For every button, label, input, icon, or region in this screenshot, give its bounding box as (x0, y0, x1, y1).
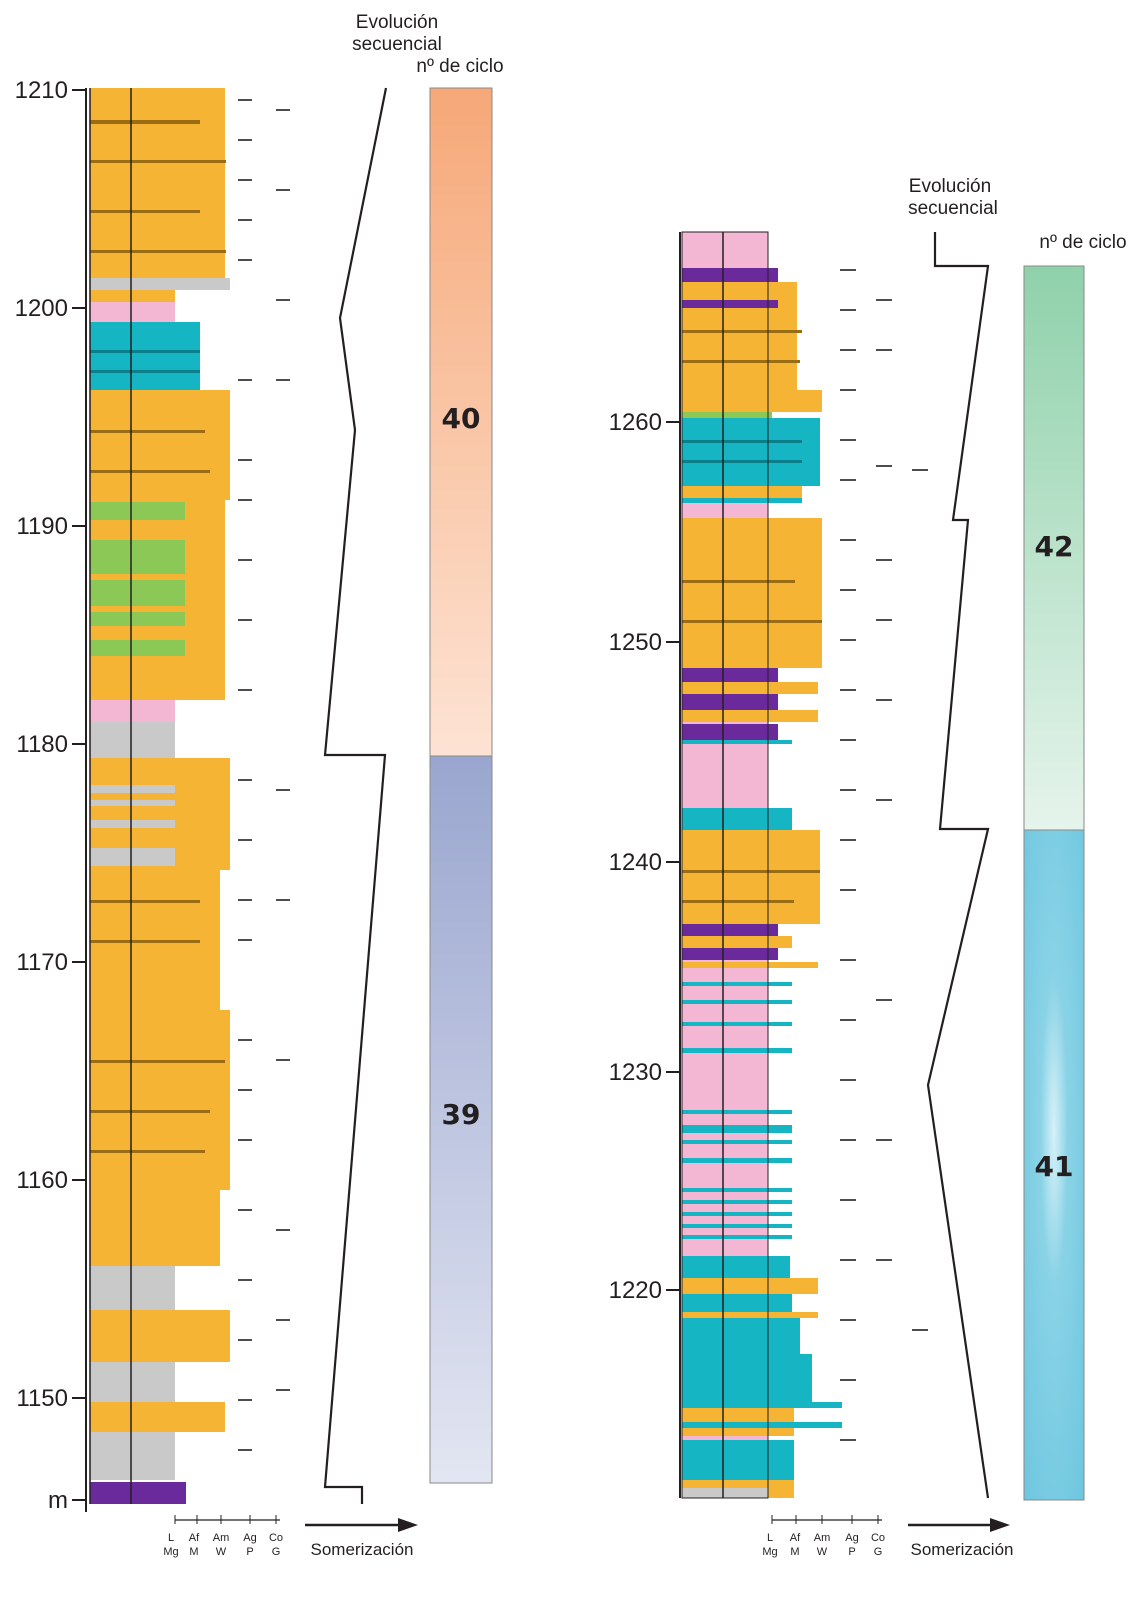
right-lithology-column (681, 231, 842, 1499)
depth-label-1240: 1240 (609, 849, 662, 876)
cycle-label-39: 39 (442, 1098, 481, 1131)
right-sequence-evolution-curve (926, 232, 990, 1499)
texture-Ag: Ag (845, 1532, 858, 1544)
texture-Am: Am (213, 1532, 230, 1544)
right-header-line1: Evolución (909, 176, 991, 197)
texture-L: L (168, 1532, 174, 1544)
texture-Am: Am (814, 1532, 831, 1544)
cycle-bar-42 (1023, 265, 1085, 831)
cycle-label-41: 41 (1035, 1150, 1074, 1183)
left-shallowing-arrow (305, 1518, 418, 1532)
cycle-label-40: 40 (442, 402, 481, 435)
texture-Co: Co (269, 1532, 283, 1544)
right-texture-scale: L Af Am Ag Co Mg M W P G (762, 1515, 885, 1558)
texture-M: M (790, 1546, 799, 1558)
texture-Co: Co (871, 1532, 885, 1544)
right-section: 1260 1250 1240 1230 1220 (609, 176, 1127, 1559)
depth-label-1180: 1180 (16, 731, 68, 758)
depth-label-1200: 1200 (15, 295, 68, 322)
left-column-header: Evolución secuencial nº de ciclo (352, 12, 504, 77)
left-header-cycle-number: nº de ciclo (416, 56, 503, 77)
texture-W: W (817, 1546, 828, 1558)
right-header-cycle-number: nº de ciclo (1039, 232, 1126, 253)
left-header-line2: secuencial (352, 34, 442, 55)
texture-Mg: Mg (762, 1546, 777, 1558)
left-sedimentary-structures (238, 99, 290, 1451)
texture-Ag: Ag (243, 1532, 256, 1544)
left-header-line1: Evolución (356, 12, 438, 33)
depth-label-1150: 1150 (16, 1385, 68, 1412)
texture-Mg: Mg (163, 1546, 178, 1558)
texture-Af: Af (189, 1532, 200, 1544)
texture-M: M (189, 1546, 198, 1558)
texture-G: G (874, 1546, 883, 1558)
left-lithology-column (89, 88, 230, 1504)
texture-Af: Af (790, 1532, 801, 1544)
texture-W: W (216, 1546, 227, 1558)
cycle-bar-39 (429, 755, 493, 1484)
right-column-header: Evolución secuencial nº de ciclo (908, 176, 1127, 253)
left-depth-ticks (72, 89, 86, 1501)
right-sedimentary-structures (840, 269, 928, 1441)
cycle-bar-40 (429, 87, 493, 757)
depth-label-1160: 1160 (16, 1167, 68, 1194)
right-shallowing-arrow (908, 1518, 1010, 1532)
right-header-line2: secuencial (908, 198, 998, 219)
left-section: 1210 1200 1190 1180 1170 1160 1150 m (15, 12, 504, 1559)
left-sequence-evolution-curve (323, 87, 388, 1504)
depth-label-1260: 1260 (609, 409, 662, 436)
texture-P: P (848, 1546, 855, 1558)
right-depth-ticks (666, 421, 680, 1291)
depth-label-1170: 1170 (16, 949, 68, 976)
cycle-bar-41 (1023, 829, 1085, 1501)
depth-label-m: m (48, 1487, 68, 1514)
depth-label-1210: 1210 (15, 77, 68, 104)
left-depth-labels: 1210 1200 1190 1180 1170 1160 1150 m (15, 77, 68, 1514)
right-depth-labels: 1260 1250 1240 1230 1220 (609, 409, 662, 1304)
depth-label-1230: 1230 (609, 1059, 662, 1086)
depth-label-1190: 1190 (16, 513, 68, 540)
left-texture-scale: L Af Am Ag Co Mg M W P G (163, 1515, 283, 1558)
depth-label-1220: 1220 (609, 1277, 662, 1304)
texture-G: G (272, 1546, 281, 1558)
cycle-label-42: 42 (1035, 530, 1074, 563)
right-shallowing-label: Somerización (911, 1540, 1014, 1559)
texture-L: L (767, 1532, 773, 1544)
left-shallowing-label: Somerización (311, 1540, 414, 1559)
texture-P: P (246, 1546, 253, 1558)
depth-label-1250: 1250 (609, 629, 662, 656)
